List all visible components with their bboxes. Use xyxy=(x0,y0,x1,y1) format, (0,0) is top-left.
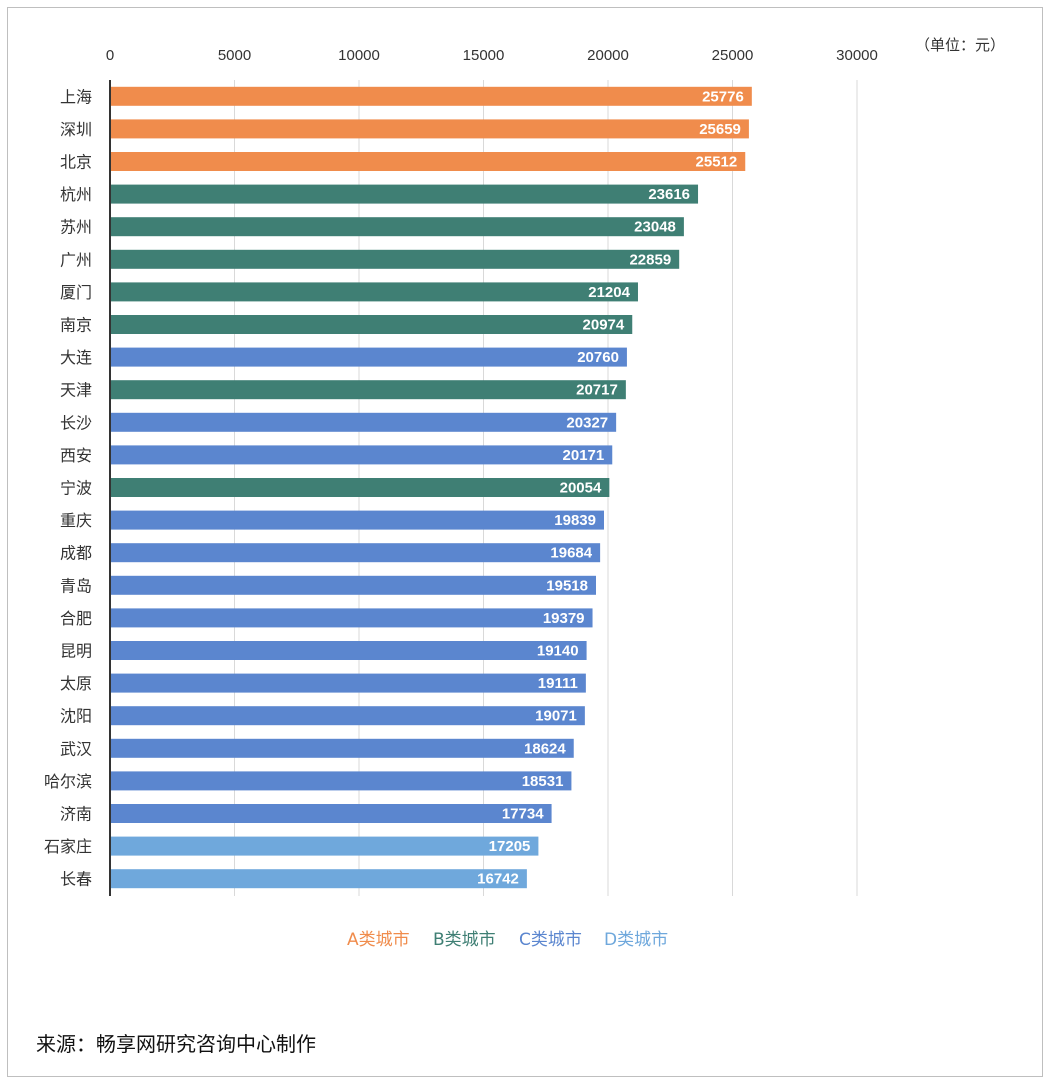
category-label: 太原 xyxy=(60,674,92,693)
bar xyxy=(110,249,680,269)
category-label: 广州 xyxy=(60,250,92,269)
bar xyxy=(110,804,552,823)
bar xyxy=(110,673,586,693)
x-axis-ticks: 0 5000 10000 15000 20000 25000 30000 xyxy=(106,47,878,64)
bar-value-label: 20717 xyxy=(576,382,618,399)
category-label: 昆明 xyxy=(60,642,92,661)
category-label: 大连 xyxy=(60,348,92,367)
bar xyxy=(110,152,746,171)
category-label: 成都 xyxy=(60,544,92,563)
bar-value-label: 19140 xyxy=(537,643,579,660)
category-label: 西安 xyxy=(60,446,92,465)
bar-value-label: 25659 xyxy=(699,121,741,138)
x-tick-label: 20000 xyxy=(587,47,629,64)
bar-value-label: 23048 xyxy=(634,219,676,236)
legend: A类城市 B类城市 C类城市 D类城市 xyxy=(347,930,668,950)
bar-value-label: 20327 xyxy=(566,414,608,431)
category-label: 长沙 xyxy=(60,413,92,432)
bars xyxy=(110,86,752,889)
x-tick-label: 30000 xyxy=(836,47,878,64)
bar xyxy=(110,869,527,889)
unit-label: （单位：元） xyxy=(915,36,1005,54)
category-label: 深圳 xyxy=(60,120,92,139)
source-note: 来源：畅享网研究咨询中心制作 xyxy=(36,1032,316,1056)
bar xyxy=(110,380,626,400)
category-label: 青岛 xyxy=(60,576,92,595)
bar-value-label: 18531 xyxy=(522,773,564,790)
bar-value-label: 25776 xyxy=(702,88,744,105)
bar-value-label: 19684 xyxy=(550,545,592,562)
bar xyxy=(110,836,539,856)
category-label: 宁波 xyxy=(60,479,92,498)
legend-item-c: C类城市 xyxy=(519,930,582,950)
bar-value-label: 19111 xyxy=(538,675,578,692)
category-label: 合肥 xyxy=(60,609,92,628)
bar xyxy=(110,641,587,660)
bar-value-label: 20974 xyxy=(583,317,625,334)
bar xyxy=(110,510,604,530)
category-label: 杭州 xyxy=(60,185,92,204)
bar-value-label: 17205 xyxy=(489,838,531,855)
bar xyxy=(110,119,749,139)
bar-value-label: 19839 xyxy=(554,512,596,529)
bar-value-label: 25512 xyxy=(696,154,738,171)
category-labels: 上海深圳北京杭州苏州广州厦门南京大连天津长沙西安宁波重庆成都青岛合肥昆明太原沈阳… xyxy=(44,87,92,888)
bar-value-label: 19379 xyxy=(543,610,585,627)
bar xyxy=(110,217,684,237)
bar-value-label: 19518 xyxy=(546,577,588,594)
bar xyxy=(110,315,633,334)
legend-item-d: D类城市 xyxy=(604,930,668,950)
bar xyxy=(110,738,574,758)
category-label: 苏州 xyxy=(60,218,92,237)
bar xyxy=(110,575,596,595)
category-label: 石家庄 xyxy=(44,837,92,856)
bar-value-label: 21204 xyxy=(588,284,630,301)
category-label: 厦门 xyxy=(60,283,92,302)
bar-value-label: 17734 xyxy=(502,806,544,823)
bar-value-label: 18624 xyxy=(524,740,566,757)
x-tick-label: 10000 xyxy=(338,47,380,64)
bar-value-label: 19071 xyxy=(535,708,577,725)
gridlines xyxy=(234,80,858,896)
category-label: 哈尔滨 xyxy=(44,772,92,791)
category-label: 南京 xyxy=(60,316,92,335)
category-label: 重庆 xyxy=(60,511,92,530)
bar xyxy=(110,86,752,106)
value-labels: 25776 25659 25512 23616 23048 22859 21204 20974… xyxy=(477,88,744,887)
bar xyxy=(110,347,627,367)
legend-item-b: B类城市 xyxy=(433,930,496,950)
category-label: 上海 xyxy=(60,87,92,106)
bar xyxy=(110,184,699,204)
bar xyxy=(110,282,638,302)
category-label: 北京 xyxy=(60,153,92,172)
category-label: 天津 xyxy=(60,381,92,400)
category-label: 武汉 xyxy=(60,739,92,758)
bar xyxy=(110,445,613,465)
bar xyxy=(110,412,617,432)
legend-item-a: A类城市 xyxy=(347,930,410,950)
bar-value-label: 23616 xyxy=(648,186,690,203)
bar-value-label: 20171 xyxy=(563,447,605,464)
bar-value-label: 20054 xyxy=(560,480,602,497)
bar xyxy=(110,608,593,628)
x-tick-label: 0 xyxy=(106,47,114,64)
bar-value-label: 20760 xyxy=(577,349,619,366)
bar xyxy=(110,706,585,726)
category-label: 长春 xyxy=(60,870,92,889)
x-tick-label: 25000 xyxy=(712,47,754,64)
bar-value-label: 22859 xyxy=(629,251,671,268)
category-label: 济南 xyxy=(60,805,92,824)
x-tick-label: 15000 xyxy=(463,47,505,64)
bar-value-label: 16742 xyxy=(477,871,519,888)
bar xyxy=(110,771,572,791)
x-tick-label: 5000 xyxy=(218,47,251,64)
bar xyxy=(110,543,601,563)
category-label: 沈阳 xyxy=(60,707,92,726)
bar xyxy=(110,478,610,497)
